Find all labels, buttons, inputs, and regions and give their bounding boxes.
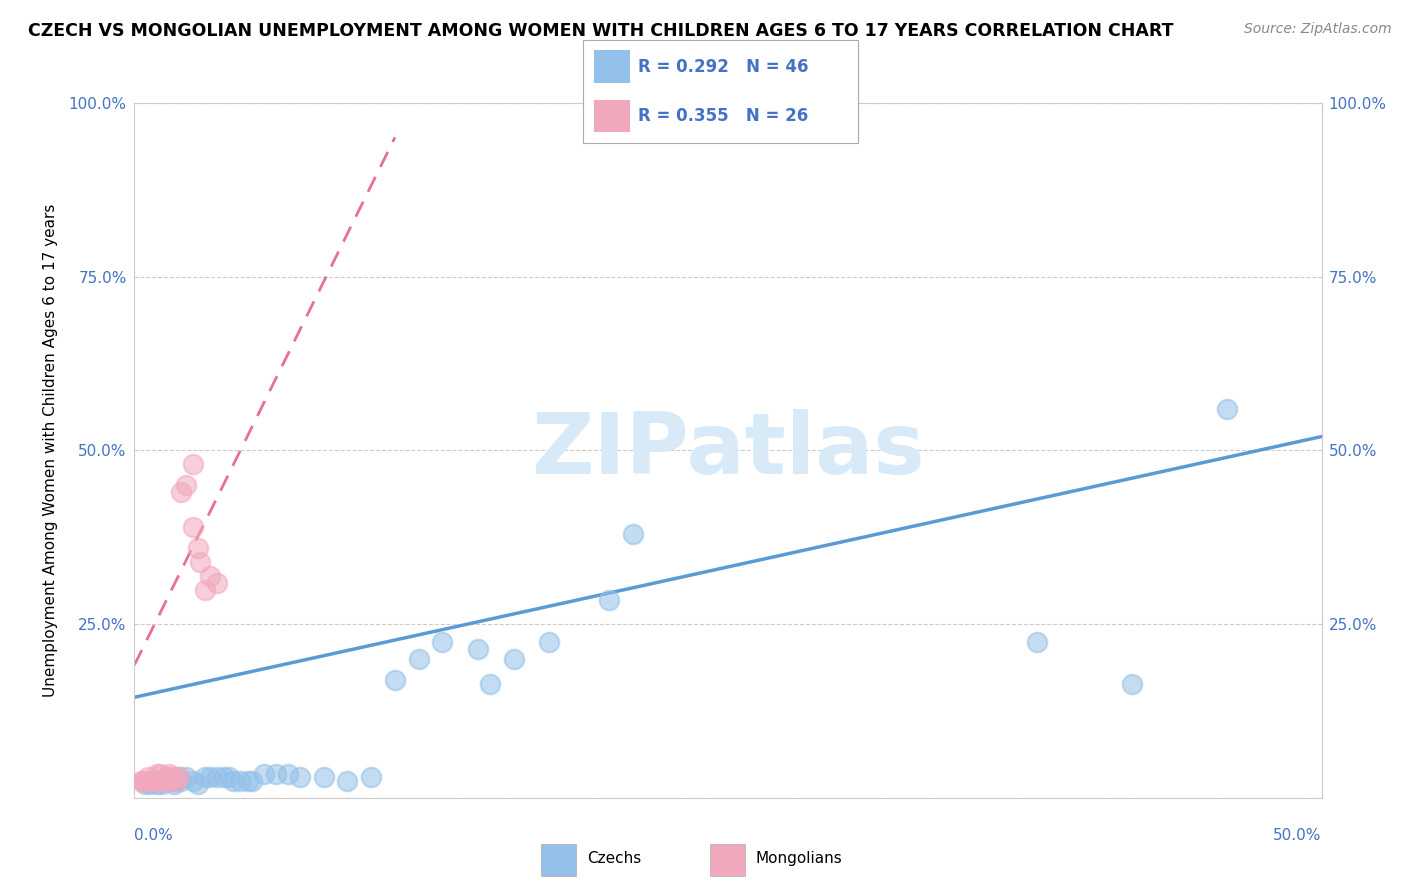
Point (132, 773, 155, 789)
Point (139, 773, 162, 789)
Point (181, 773, 204, 789)
Text: Mongolians: Mongolians (756, 851, 842, 866)
Point (181, 458, 204, 472)
Bar (541, 844, 576, 876)
Point (253, 767, 276, 781)
Point (174, 478, 197, 492)
Point (229, 773, 252, 789)
Point (165, 773, 187, 789)
Y-axis label: Unemployment Among Women with Children Ages 6 to 17 years: Unemployment Among Women with Children A… (42, 203, 58, 698)
Bar (595, 100, 630, 132)
Text: Source: ZipAtlas.com: Source: ZipAtlas.com (1244, 22, 1392, 37)
Point (160, 771, 183, 785)
Point (142, 773, 165, 789)
Point (157, 767, 180, 781)
Point (167, 771, 190, 785)
Point (384, 673, 406, 687)
Point (188, 555, 211, 569)
Text: R = 0.355   N = 26: R = 0.355 N = 26 (638, 107, 808, 125)
Point (174, 771, 197, 785)
Point (408, 652, 430, 666)
Point (621, 527, 644, 541)
Point (156, 773, 179, 789)
Point (277, 767, 299, 781)
Point (218, 771, 240, 785)
Point (205, 771, 228, 785)
Point (360, 771, 382, 785)
Point (236, 773, 259, 789)
Point (205, 575, 228, 590)
Point (160, 773, 183, 789)
Point (150, 777, 173, 791)
Point (149, 767, 172, 781)
Point (153, 773, 176, 789)
Bar (595, 50, 630, 83)
Point (478, 676, 502, 690)
Point (336, 773, 359, 789)
Point (129, 773, 152, 789)
Point (146, 777, 169, 791)
Point (163, 777, 186, 791)
Point (198, 771, 221, 785)
Point (146, 767, 169, 781)
Point (149, 773, 172, 789)
Text: 50.0%: 50.0% (1274, 828, 1322, 843)
Point (242, 773, 264, 789)
Point (187, 541, 209, 555)
Point (1215, 401, 1237, 416)
Text: CZECH VS MONGOLIAN UNEMPLOYMENT AMONG WOMEN WITH CHILDREN AGES 6 TO 17 YEARS COR: CZECH VS MONGOLIAN UNEMPLOYMENT AMONG WO… (28, 22, 1174, 40)
Point (194, 771, 217, 785)
Point (432, 635, 454, 649)
Point (181, 520, 204, 534)
Text: ZIPatlas: ZIPatlas (530, 409, 925, 492)
Point (143, 773, 166, 789)
Point (170, 773, 193, 789)
Point (502, 652, 524, 666)
Point (150, 773, 173, 789)
Point (312, 771, 335, 785)
Point (142, 773, 165, 789)
Point (139, 777, 162, 791)
Point (134, 777, 156, 791)
Point (170, 485, 193, 500)
Point (212, 771, 235, 785)
Point (143, 773, 166, 789)
Point (157, 773, 180, 789)
Text: R = 0.292   N = 46: R = 0.292 N = 46 (638, 58, 808, 76)
Point (134, 773, 156, 789)
Point (598, 593, 620, 607)
Point (538, 635, 561, 649)
Point (1025, 635, 1047, 649)
Point (222, 773, 245, 789)
Point (194, 582, 217, 597)
FancyBboxPatch shape (583, 40, 858, 143)
Point (264, 767, 287, 781)
Point (153, 773, 176, 789)
Point (288, 771, 311, 785)
Point (187, 777, 209, 791)
Point (156, 771, 179, 785)
Text: 0.0%: 0.0% (134, 828, 173, 843)
Point (136, 771, 159, 785)
Point (167, 771, 190, 785)
Point (165, 773, 187, 789)
Bar (710, 844, 745, 876)
Point (198, 568, 221, 582)
Point (1121, 676, 1143, 690)
Point (467, 641, 489, 656)
Point (163, 771, 186, 785)
Text: Czechs: Czechs (588, 851, 641, 866)
